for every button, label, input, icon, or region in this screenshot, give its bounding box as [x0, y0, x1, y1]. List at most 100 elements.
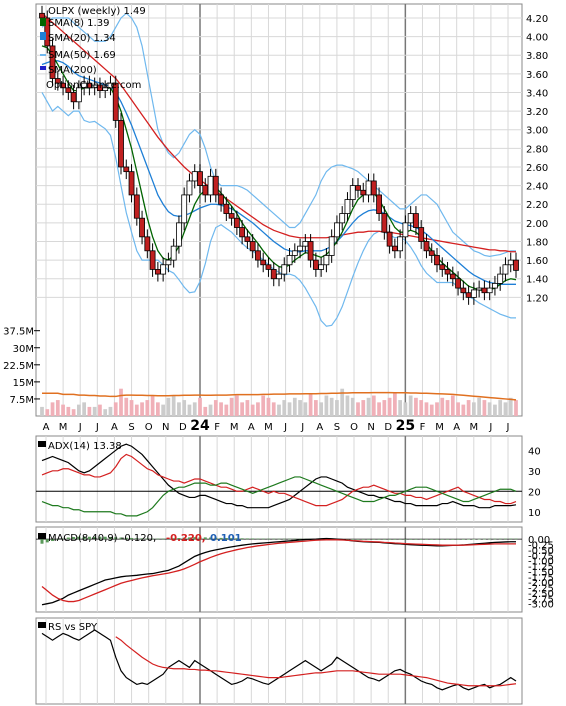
macd-histogram-bar [140, 538, 144, 540]
price-tick-label: 4.20 [526, 14, 548, 25]
volume-bar [461, 404, 466, 416]
macd-histogram-bar [288, 538, 292, 540]
volume-bar [266, 397, 271, 416]
adx-panel [36, 443, 522, 517]
volume-bar [208, 404, 213, 416]
candle-body [434, 255, 440, 266]
volume-bar [40, 406, 44, 416]
candle-body [144, 236, 151, 252]
macd-histogram-bar [293, 538, 297, 540]
minus-di-line [41, 476, 517, 517]
rs-legend: RS vs SPY [38, 622, 98, 633]
volume-bar [319, 402, 324, 416]
adx-label: ADX(14) 13.38 [48, 441, 122, 452]
candle-body [481, 287, 488, 294]
legend-sma50: SMA(50) 1.69 [48, 50, 116, 61]
x-tick-label: A [316, 422, 323, 433]
macd-histogram-bar [272, 538, 276, 540]
candle-body [75, 87, 82, 103]
macd-histogram-bar [56, 539, 60, 540]
macd-tick-label: -2.50 [528, 589, 554, 600]
candle-body [218, 194, 224, 205]
macd-histogram-bar [419, 539, 423, 540]
candle-body [365, 180, 372, 196]
volume-bar [482, 400, 487, 416]
macd-histogram-bar [87, 536, 91, 540]
candle-body [470, 289, 477, 298]
volume-bar [356, 402, 360, 416]
candle-body [181, 194, 188, 224]
volume-bar [134, 404, 139, 416]
price-tick-label: 2.40 [526, 182, 548, 193]
macd-histogram-bar [514, 538, 518, 540]
candle-body [112, 82, 119, 121]
volume-bar [82, 402, 87, 416]
macd-histogram-bar [382, 539, 386, 540]
macd-histogram-bar [403, 539, 407, 540]
price-tick-label: 1.60 [526, 256, 548, 267]
macd-tick-label: -0.50 [528, 546, 554, 557]
macd-histogram-bar [203, 537, 207, 540]
volume-bar [493, 404, 497, 416]
volume-bar [198, 397, 202, 416]
rs-average-line [115, 636, 517, 687]
volume-bar [350, 397, 355, 416]
x-tick-label: A [453, 422, 460, 433]
macd-histogram-bar [345, 539, 349, 540]
macd-tick-label: -3.00 [528, 600, 554, 611]
candle-body [286, 255, 293, 266]
candle-body [276, 273, 282, 280]
sma20-line [41, 60, 516, 285]
volume-bar [250, 404, 255, 416]
volume-bar [345, 395, 350, 416]
candle-body [170, 245, 177, 261]
volume-bar [429, 404, 434, 416]
x-tick-label: J [488, 422, 492, 433]
macd-histogram-label: 0.101 [210, 533, 242, 544]
price-tick-label: 1.40 [526, 275, 548, 286]
volume-bar [55, 400, 60, 416]
candle-body [355, 185, 361, 191]
candle-body [397, 236, 404, 252]
candle-body [328, 236, 335, 256]
volume-tick-label: 7.5M [9, 395, 34, 406]
volume-bar [508, 397, 513, 416]
volume-bar [498, 400, 503, 416]
candle-body [307, 241, 314, 261]
candle-body [139, 217, 145, 238]
macd-histogram-bar [209, 537, 213, 540]
candle-body [197, 171, 203, 187]
volume-bar [166, 397, 171, 416]
macd-histogram-bar [440, 539, 444, 540]
panel-frames [35, 3, 523, 705]
candle-body [312, 259, 319, 270]
volume-bar [366, 397, 371, 416]
adx-legend: ADX(14) 13.38 [38, 441, 122, 452]
volume-tick-label: 37.5M [3, 327, 34, 338]
volume-bar [182, 400, 187, 416]
candle-body [233, 217, 240, 228]
macd-tick-label: -1.50 [528, 567, 554, 578]
macd-tick-label: -2.25 [528, 584, 554, 595]
volume-bar [192, 402, 197, 416]
volume-bar [335, 400, 339, 416]
legend-sma200: SMA(200) [48, 65, 97, 76]
price-tick-label: 3.60 [526, 70, 548, 81]
candle-body [323, 255, 330, 266]
macd-histogram-bar [367, 539, 371, 540]
candle-body [118, 120, 124, 168]
x-tick-label: A [111, 422, 118, 433]
volume-bar [87, 406, 92, 416]
volume-bar [403, 402, 408, 416]
candle-body [202, 185, 209, 196]
volume-bar [277, 404, 281, 416]
volume-bar [113, 402, 118, 416]
macd-histogram-bar [156, 538, 160, 540]
candle-body [486, 287, 493, 294]
plus-di-line [41, 453, 517, 507]
x-tick-label: N [162, 422, 169, 433]
macd-histogram-bar [98, 536, 102, 540]
macd-histogram-bar [77, 536, 81, 540]
volume-bar [282, 400, 287, 416]
macd-histogram-bar [414, 539, 418, 540]
